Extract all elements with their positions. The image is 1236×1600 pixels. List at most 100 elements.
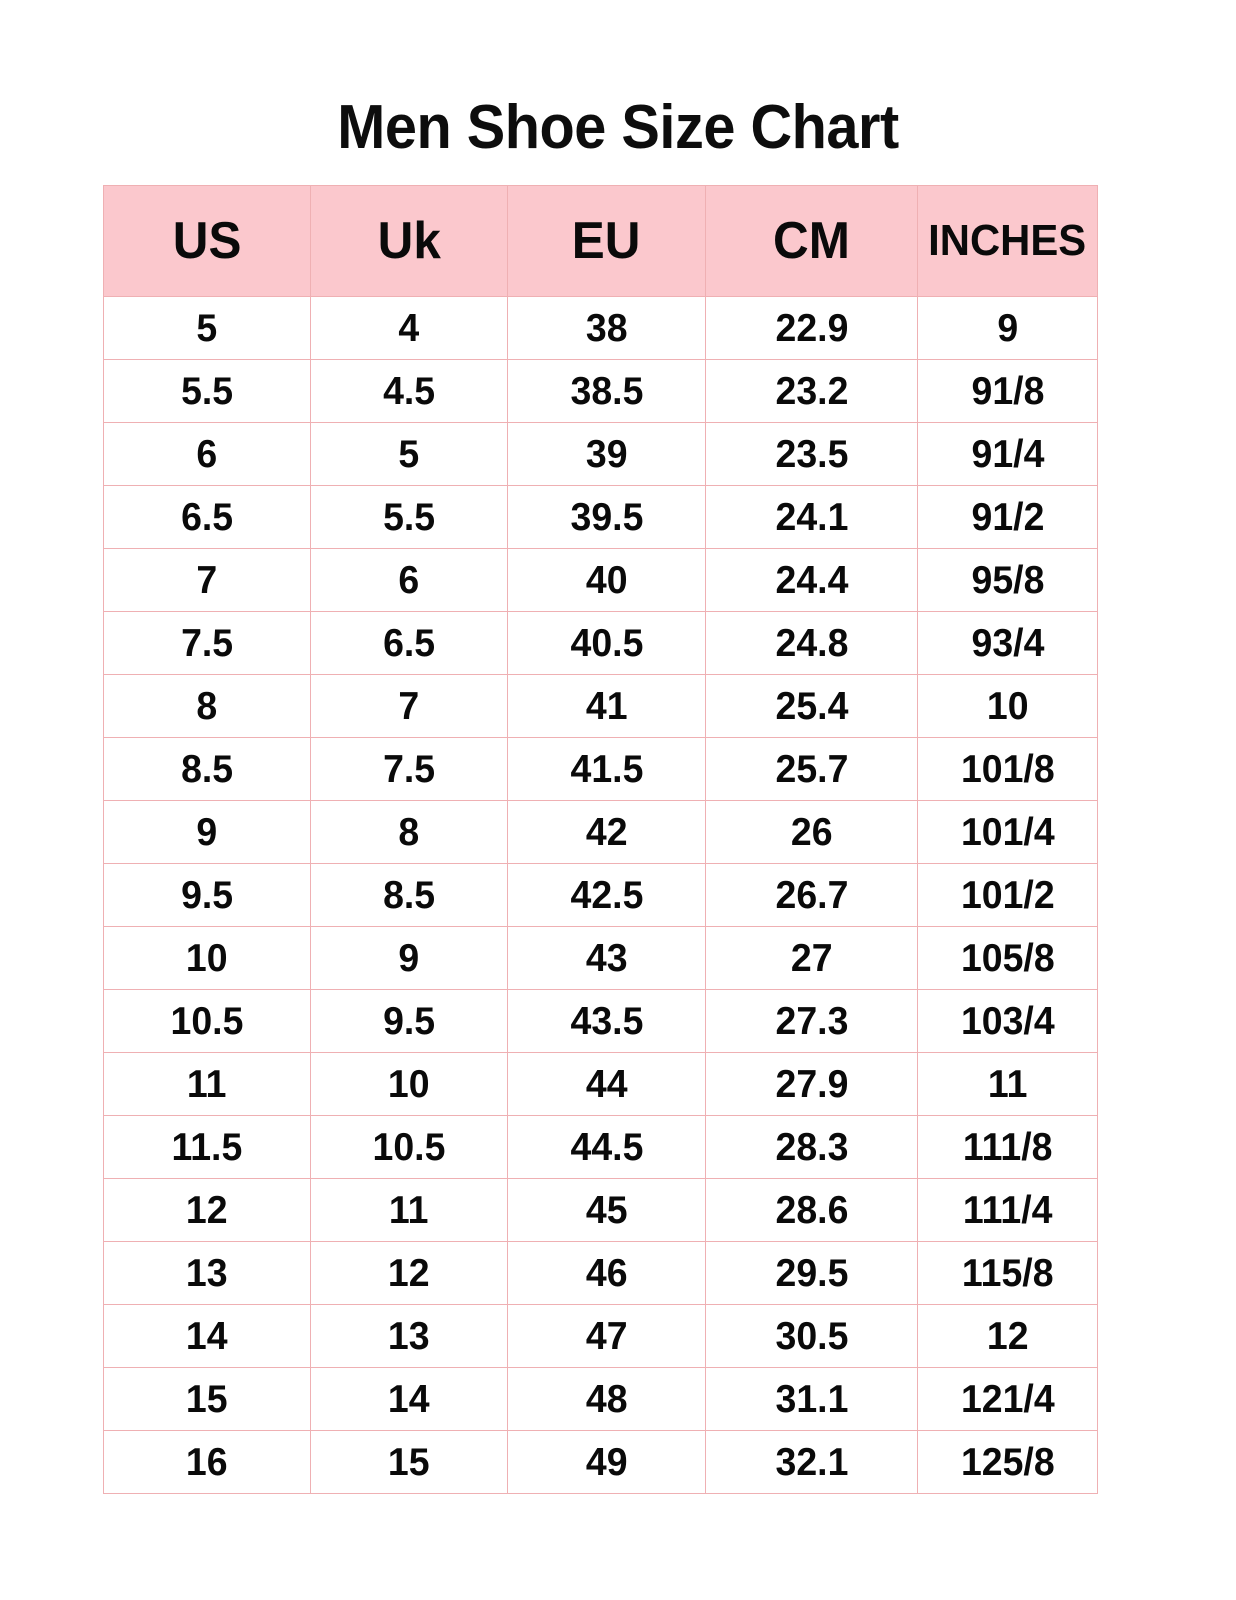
cell-value: 6.5 [180,495,234,539]
cell-value: 12 [388,1251,430,1295]
cell-us: 9.5 [103,863,311,927]
cell-value: 7 [398,684,420,728]
cell-uk: 7 [310,674,508,738]
cell-eu: 42.5 [507,863,706,927]
cell-uk: 10.5 [310,1115,508,1179]
cell-us: 16 [103,1430,311,1494]
cell-value: 24.8 [775,621,848,665]
cell-value: 101/4 [960,810,1055,854]
cell-value: 6 [398,558,420,602]
cell-value: 8.5 [180,747,234,791]
cell-value: 32.1 [775,1440,848,1484]
cell-value: 40.5 [570,621,643,665]
cell-value: 30.5 [775,1314,848,1358]
cell-value: 103/4 [960,999,1055,1043]
cell-value: 91/8 [971,369,1044,413]
cell-cm: 26.7 [705,863,918,927]
cell-uk: 15 [310,1430,508,1494]
cell-uk: 9 [310,926,508,990]
cell-value: 27.3 [775,999,848,1043]
cell-value: 15 [388,1440,430,1484]
cell-us: 10 [103,926,311,990]
cell-eu: 48 [507,1367,706,1431]
cell-inches: 101/4 [917,800,1098,864]
cell-eu: 43 [507,926,706,990]
cell-value: 91/4 [971,432,1044,476]
cell-us: 5.5 [103,359,311,423]
cell-value: 47 [585,1314,628,1358]
cell-inches: 91/4 [917,422,1098,486]
cell-cm: 30.5 [705,1304,918,1368]
cell-value: 6 [196,432,218,476]
cell-value: 12 [186,1188,228,1232]
cell-value: 23.5 [775,432,848,476]
cell-us: 6.5 [103,485,311,549]
cell-value: 7.5 [180,621,234,665]
cell-value: 5.5 [180,369,234,413]
table-row: 12 11 45 28.6 111/4 [103,1178,1098,1242]
cell-value: 125/8 [960,1440,1055,1484]
cell-value: 27.9 [775,1062,848,1106]
table-row: 14 13 47 30.5 12 [103,1304,1098,1368]
cell-value: 11 [187,1062,227,1106]
cell-eu: 39 [507,422,706,486]
table-row: 11.5 10.5 44.5 28.3 111/8 [103,1115,1098,1179]
cell-us: 14 [103,1304,311,1368]
cell-us: 6 [103,422,311,486]
cell-inches: 125/8 [917,1430,1098,1494]
cell-value: 31.1 [775,1377,848,1421]
cell-eu: 41.5 [507,737,706,801]
cell-eu: 49 [507,1430,706,1494]
cell-value: 7 [196,558,218,602]
cell-inches: 9 [917,296,1098,360]
column-header-uk: Uk [310,185,508,297]
cell-cm: 27.9 [705,1052,918,1116]
cell-value: 10 [986,684,1029,728]
cell-inches: 11 [917,1052,1098,1116]
cell-cm: 25.4 [705,674,918,738]
column-header-inches: INCHES [917,185,1098,297]
cell-value: 16 [186,1440,228,1484]
cell-value: 4.5 [382,369,436,413]
size-table-container: US Uk EU CM INCHES 5 4 38 22.9 9 5.5 4.5 38.5 23.2 91… [103,185,1098,1494]
table-row: 6.5 5.5 39.5 24.1 91/2 [103,485,1098,549]
cell-value: 22.9 [775,306,848,350]
cell-value: 8.5 [382,873,436,917]
cell-cm: 24.4 [705,548,918,612]
cell-inches: 12 [917,1304,1098,1368]
cell-uk: 12 [310,1241,508,1305]
table-row: 10.5 9.5 43.5 27.3 103/4 [103,989,1098,1053]
cell-uk: 5.5 [310,485,508,549]
cell-uk: 8.5 [310,863,508,927]
table-row: 10 9 43 27 105/8 [103,926,1098,990]
cell-cm: 27 [705,926,918,990]
cell-value: 9 [398,936,420,980]
cell-uk: 9.5 [310,989,508,1053]
cell-inches: 115/8 [917,1241,1098,1305]
table-row: 8 7 41 25.4 10 [103,674,1098,738]
cell-uk: 11 [310,1178,508,1242]
table-row: 9.5 8.5 42.5 26.7 101/2 [103,863,1098,927]
cell-eu: 42 [507,800,706,864]
cell-value: 105/8 [960,936,1055,980]
cell-value: 7.5 [382,747,436,791]
cell-uk: 8 [310,800,508,864]
cell-cm: 32.1 [705,1430,918,1494]
cell-uk: 7.5 [310,737,508,801]
cell-uk: 6.5 [310,611,508,675]
cell-value: 13 [186,1251,228,1295]
cell-value: 9.5 [180,873,234,917]
cell-value: 4 [398,306,420,350]
cell-value: 26.7 [775,873,848,917]
cell-value: 28.3 [775,1125,848,1169]
cell-value: 101/8 [960,747,1055,791]
cell-value: 8 [196,684,218,728]
cell-value: 111/4 [962,1188,1053,1232]
cell-inches: 121/4 [917,1367,1098,1431]
cell-value: 44 [585,1062,628,1106]
cell-uk: 14 [310,1367,508,1431]
cell-inches: 105/8 [917,926,1098,990]
cell-eu: 38 [507,296,706,360]
column-header-label: CM [773,212,850,270]
